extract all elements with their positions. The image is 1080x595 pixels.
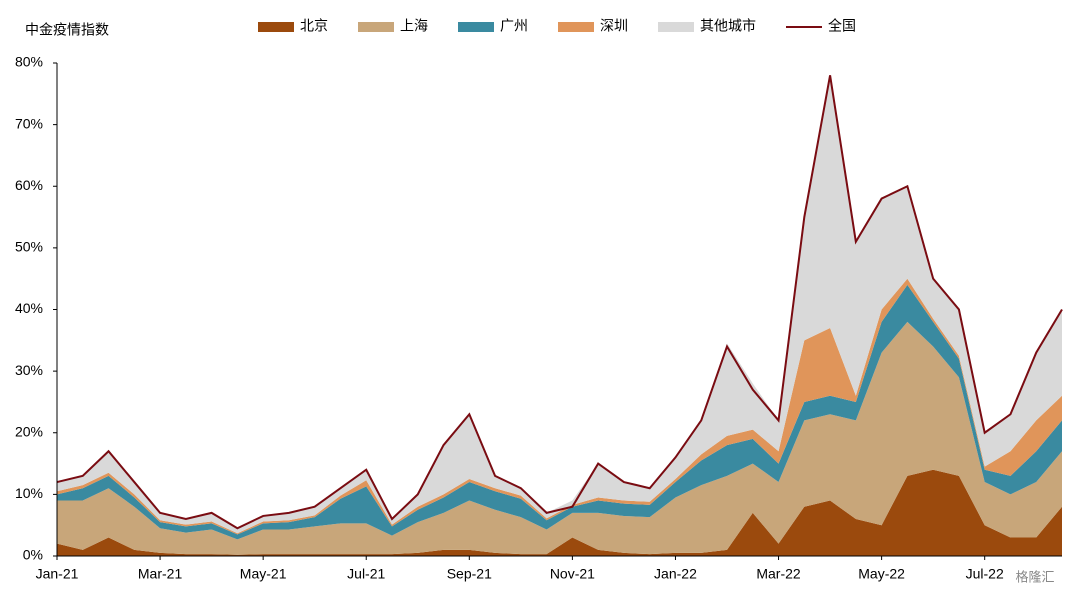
- area: [57, 278, 1062, 535]
- legend-item: 上海: [358, 18, 428, 34]
- area: [57, 75, 1062, 534]
- x-tick-label: Jul-21: [347, 566, 385, 582]
- x-tick-label: May-21: [240, 566, 287, 582]
- y-tick-label: 10%: [15, 485, 43, 501]
- x-tick-label: Nov-21: [550, 566, 595, 582]
- legend-label: 深圳: [600, 18, 628, 34]
- legend-swatch: [658, 22, 694, 32]
- legend-item: 广州: [458, 18, 528, 34]
- y-tick-label: 30%: [15, 362, 43, 378]
- y-tick-label: 20%: [15, 423, 43, 439]
- plot: [56, 75, 1063, 556]
- area: [57, 321, 1062, 555]
- x-tick-label: Jul-22: [966, 566, 1004, 582]
- legend-item: 深圳: [558, 18, 628, 34]
- x-tick-label: Jan-22: [654, 566, 697, 582]
- watermark: 格隆汇: [1015, 569, 1054, 584]
- legend-swatch: [458, 22, 494, 32]
- legend-item: 全国: [786, 18, 856, 34]
- x-tick-label: Mar-22: [756, 566, 801, 582]
- legend-swatch: [358, 22, 394, 32]
- x-tick-label: Jan-21: [36, 566, 79, 582]
- legend-swatch: [258, 22, 294, 32]
- legend-item: 北京: [258, 18, 328, 34]
- y-tick-label: 40%: [15, 300, 43, 316]
- legend-label: 广州: [500, 18, 528, 34]
- y-tick-label: 70%: [15, 115, 43, 131]
- legend-label: 北京: [300, 18, 328, 34]
- legend-label: 其他城市: [700, 18, 756, 34]
- legend-label: 上海: [400, 18, 428, 34]
- x-tick-label: May-22: [858, 566, 905, 582]
- x-tick-label: Mar-21: [138, 566, 183, 582]
- y-tick-label: 80%: [15, 54, 43, 70]
- legend-swatch: [558, 22, 594, 32]
- total-line: [56, 75, 1063, 530]
- y-tick-label: 0%: [23, 547, 43, 563]
- chart-title: 中金疫情指数: [25, 22, 109, 38]
- area: [57, 469, 1062, 556]
- y-tick-label: 50%: [15, 239, 43, 255]
- y-tick-label: 60%: [15, 177, 43, 193]
- x-tick-label: Sep-21: [447, 566, 492, 582]
- legend-label: 全国: [828, 18, 856, 34]
- legend-item: 其他城市: [658, 18, 756, 34]
